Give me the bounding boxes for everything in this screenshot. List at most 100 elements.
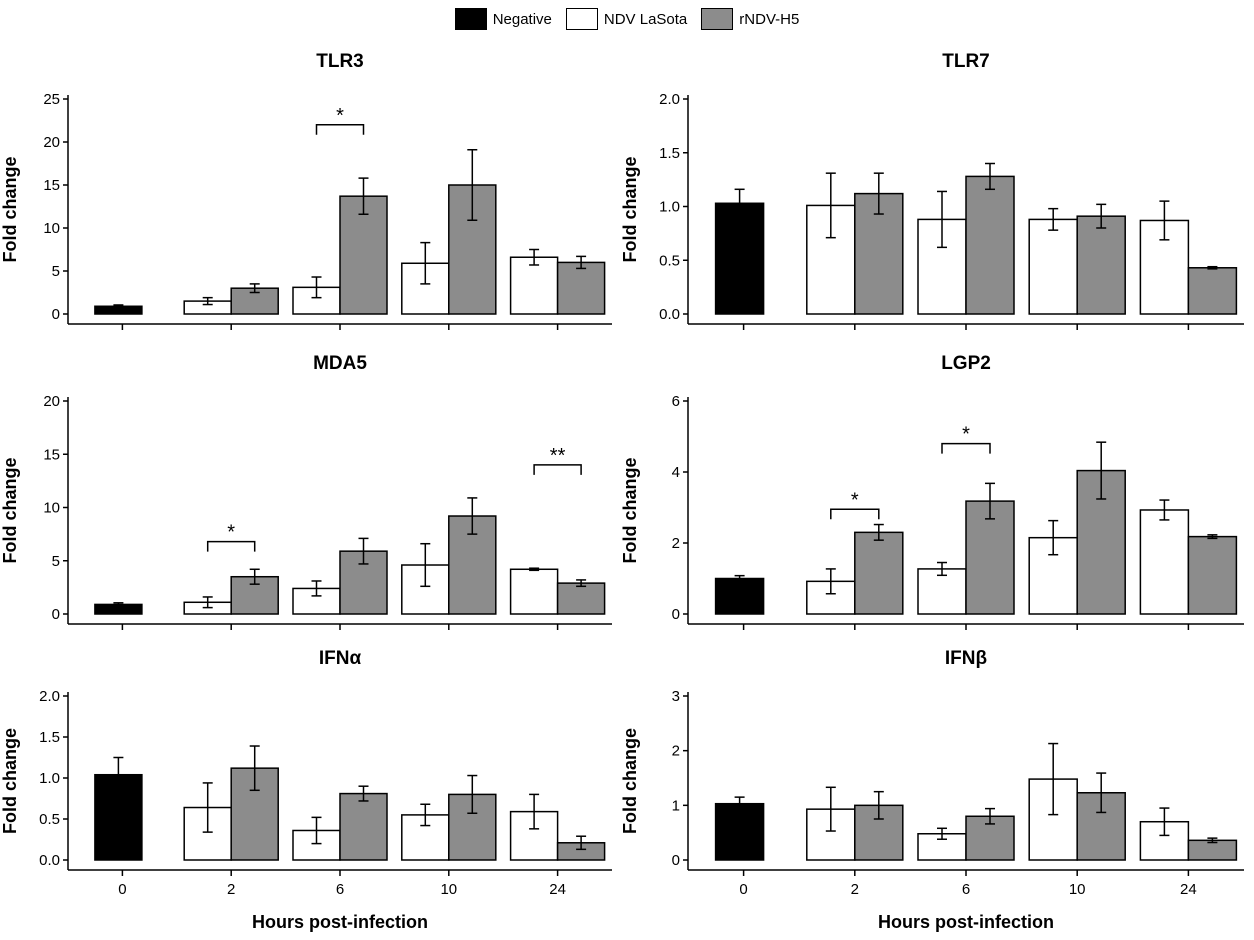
bar-negative [714, 802, 765, 861]
legend-label-negative: Negative [492, 10, 552, 28]
legend-swatch-rndv-h5 [701, 8, 734, 30]
y-tick-label: 2 [672, 743, 680, 760]
bar-ndv-lasota [509, 256, 559, 315]
y-tick-label: 10 [43, 220, 60, 237]
panel-title: TLR7 [942, 51, 990, 72]
x-tick-label: 10 [440, 881, 457, 898]
significance-bracket [315, 124, 365, 135]
bar-ndv-lasota [509, 568, 559, 615]
panel-ifnβ: IFNβ Fold change 0 1 2 3 0 2 6 10 24 Hours post-inf… [620, 648, 1244, 932]
y-tick-label: 2 [672, 535, 680, 552]
legend-label-ndv-lasota: NDV LaSota [603, 10, 688, 28]
legend-swatch-ndv-lasota [565, 8, 598, 30]
y-tick-label: 0.5 [39, 811, 60, 828]
y-tick-label: 0.5 [659, 252, 680, 269]
bar-rndv-h5 [556, 582, 606, 615]
y-tick-label: 25 [43, 91, 60, 108]
panel-title: TLR3 [316, 51, 364, 72]
bar-rndv-h5 [556, 261, 606, 315]
bar-rndv-h5 [230, 287, 279, 315]
legend-label-rndv-h5: rNDV-H5 [739, 10, 800, 28]
y-tick-label: 1 [672, 797, 680, 814]
x-tick-label: 6 [336, 881, 344, 898]
bar-ndv-lasota [1139, 509, 1190, 615]
significance-bracket [941, 442, 991, 454]
y-tick-label: 15 [43, 446, 60, 463]
bar-rndv-h5 [339, 195, 388, 315]
y-tick-label: 5 [52, 553, 60, 570]
significance-label: * [851, 489, 859, 511]
x-tick-label: 0 [739, 881, 747, 898]
x-tick-label: 24 [549, 881, 566, 898]
y-tick-label: 1.0 [39, 770, 60, 787]
significance-bracket [206, 540, 256, 552]
panel-tlr7: TLR7 Fold change 0.0 0.5 1.0 1.5 2.0 [620, 51, 1244, 330]
y-tick-label: 0 [672, 852, 680, 869]
x-tick-label: 2 [227, 881, 235, 898]
y-tick-label: 1.0 [659, 199, 680, 216]
y-tick-label: 0.0 [39, 852, 60, 869]
bar-negative [714, 577, 765, 615]
x-axis-title: Hours post-infection [252, 912, 428, 932]
y-axis-label: Fold change [0, 156, 20, 262]
significance-label: * [336, 105, 344, 127]
x-tick-label: 0 [118, 881, 126, 898]
y-tick-label: 20 [43, 134, 60, 151]
bar-rndv-h5 [965, 500, 1015, 615]
y-tick-label: 4 [672, 464, 680, 481]
x-axis-title: Hours post-infection [878, 912, 1054, 932]
legend-item-ndv-lasota: NDV LaSota [565, 8, 688, 30]
y-tick-label: 0 [52, 606, 60, 623]
bar-rndv-h5 [1187, 839, 1238, 861]
bar-rndv-h5 [339, 792, 388, 861]
y-tick-label: 0 [672, 606, 680, 623]
bar-rndv-h5 [1187, 267, 1238, 315]
bar-ndv-lasota [917, 568, 967, 615]
x-tick-label: 10 [1069, 881, 1086, 898]
panel-title: LGP2 [941, 353, 991, 374]
bar-rndv-h5 [854, 531, 904, 615]
significance-label: * [227, 522, 235, 544]
y-tick-label: 1.5 [39, 729, 60, 746]
bar-rndv-h5 [1076, 215, 1126, 315]
panel-tlr3: TLR3 Fold change 0 5 10 15 20 25 * [0, 51, 612, 330]
panel-ifnα: IFNα Fold change 0.0 0.5 1.0 1.5 2.0 0 2 6 10 24 Hou… [0, 648, 612, 932]
bar-ndv-lasota [401, 564, 450, 615]
bar-ndv-lasota [1028, 218, 1078, 315]
y-tick-label: 2.0 [39, 688, 60, 705]
significance-label: ** [550, 445, 566, 467]
panel-lgp2: LGP2 Fold change 0 2 4 6 * * [620, 353, 1244, 630]
y-tick-label: 10 [43, 500, 60, 517]
y-tick-label: 15 [43, 177, 60, 194]
y-axis-label: Fold change [620, 457, 640, 563]
legend-item-negative: Negative [454, 8, 552, 30]
significance-bracket [830, 508, 880, 520]
significance-bracket [533, 464, 582, 475]
y-tick-label: 2.0 [659, 91, 680, 108]
y-tick-label: 6 [672, 393, 680, 410]
y-axis-label: Fold change [620, 728, 640, 834]
y-axis-label: Fold change [0, 728, 20, 834]
panel-title: IFNα [319, 648, 362, 669]
legend: Negative NDV LaSota rNDV-H5 [0, 6, 1254, 32]
y-tick-label: 1.5 [659, 145, 680, 162]
y-tick-label: 0 [52, 306, 60, 323]
significance-label: * [962, 424, 970, 446]
panel-title: IFNβ [945, 648, 987, 669]
panel-title: MDA5 [313, 353, 367, 374]
legend-item-rndv-h5: rNDV-H5 [701, 8, 799, 30]
y-tick-label: 20 [43, 393, 60, 410]
legend-swatch-negative [454, 8, 487, 30]
bar-rndv-h5 [1187, 535, 1238, 615]
bar-rndv-h5 [965, 175, 1015, 315]
y-tick-label: 5 [52, 263, 60, 280]
y-axis-label: Fold change [620, 156, 640, 262]
x-tick-label: 2 [851, 881, 859, 898]
x-tick-label: 24 [1180, 881, 1197, 898]
x-tick-label: 6 [962, 881, 970, 898]
y-axis-label: Fold change [0, 457, 20, 563]
bar-negative [714, 202, 765, 315]
y-tick-label: 0.0 [659, 306, 680, 323]
